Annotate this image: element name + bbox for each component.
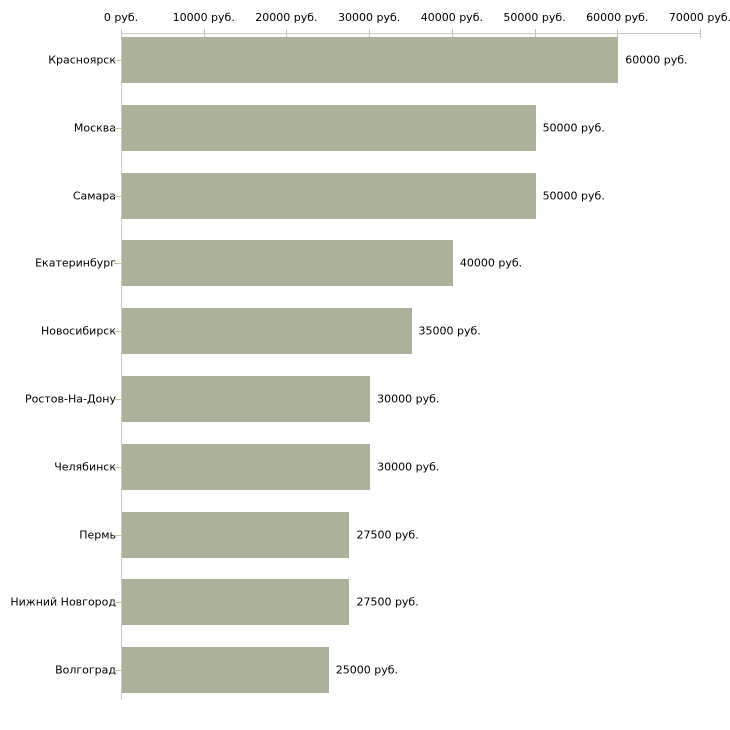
- value-label: 30000 руб.: [377, 460, 440, 474]
- category-tick-mark: [114, 331, 121, 332]
- x-axis-line: [121, 33, 700, 34]
- category-label: Новосибирск: [40, 324, 116, 338]
- category-tick-mark: [114, 263, 121, 264]
- x-tick-label: 10000 руб.: [172, 11, 235, 24]
- bar: [122, 376, 371, 422]
- category-tick-mark: [114, 128, 121, 129]
- value-label: 27500 руб.: [356, 528, 419, 542]
- x-tick-label: 70000 руб.: [668, 11, 730, 24]
- bar: [122, 104, 536, 151]
- bar: [122, 443, 371, 490]
- x-tick-label: 40000 руб.: [420, 11, 483, 24]
- value-label: 25000 руб.: [335, 663, 399, 677]
- y-axis-line: [121, 33, 122, 700]
- value-label: 30000 руб.: [377, 392, 440, 406]
- value-label: 60000 руб.: [625, 53, 688, 67]
- x-tick-label: 30000 руб.: [338, 11, 401, 24]
- category-label: Красноярск: [48, 53, 116, 67]
- category-label: Пермь: [79, 528, 116, 542]
- category-tick-mark: [114, 196, 121, 197]
- category-tick-mark: [114, 399, 121, 400]
- bar: [122, 647, 329, 694]
- category-label: Самара: [72, 189, 116, 203]
- value-label: 50000 руб.: [542, 121, 605, 135]
- category-label: Москва: [73, 121, 116, 135]
- category-label: Челябинск: [54, 460, 116, 474]
- category-tick-mark: [114, 467, 121, 468]
- bar: [122, 511, 350, 558]
- bar: [122, 37, 619, 83]
- category-tick-mark: [114, 670, 121, 671]
- value-label: 40000 руб.: [459, 256, 523, 270]
- category-label: Нижний Новгород: [10, 595, 116, 609]
- bar: [122, 308, 412, 355]
- category-tick-mark: [114, 602, 121, 603]
- bar: [122, 240, 453, 287]
- category-label: Екатеринбург: [35, 256, 116, 270]
- x-tick-label: 0 руб.: [103, 11, 139, 24]
- x-tick-label: 20000 руб.: [255, 11, 318, 24]
- x-tick-mark: [700, 29, 701, 38]
- category-tick-mark: [114, 60, 121, 61]
- value-label: 27500 руб.: [356, 595, 419, 609]
- category-label: Ростов-На-Дону: [24, 392, 116, 406]
- category-label: Волгоград: [55, 663, 116, 677]
- value-label: 50000 руб.: [542, 189, 605, 203]
- value-label: 35000 руб.: [418, 324, 481, 338]
- bar: [122, 172, 536, 219]
- bar: [122, 579, 350, 626]
- x-tick-label: 60000 руб.: [586, 11, 649, 24]
- category-tick-mark: [114, 535, 121, 536]
- x-tick-label: 50000 руб.: [503, 11, 566, 24]
